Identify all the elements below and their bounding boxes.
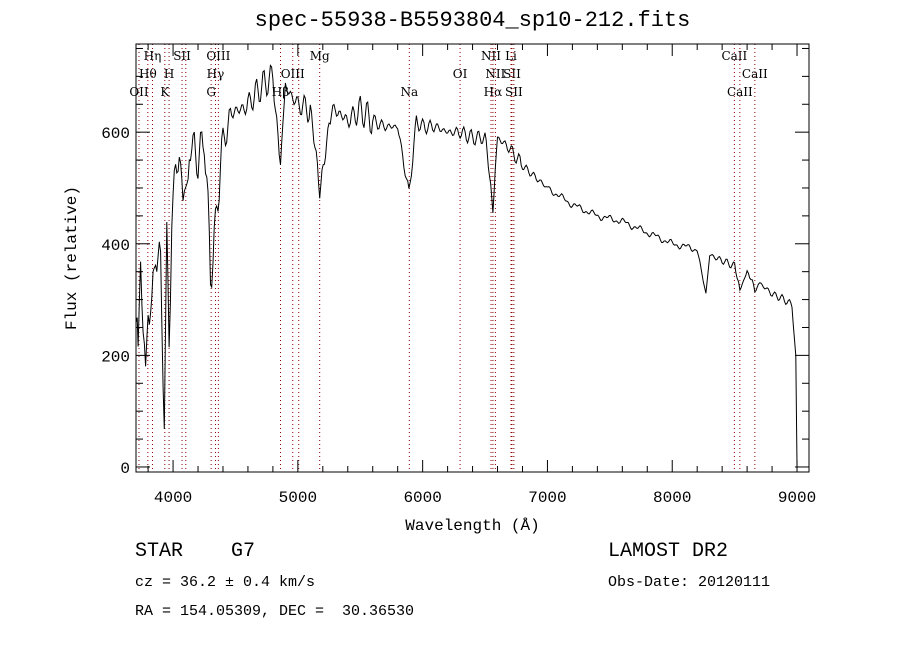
line-label: G <box>206 85 216 99</box>
line-label: Na <box>400 85 418 99</box>
x-tick-label: 6000 <box>403 489 441 507</box>
line-label: CaII <box>721 49 747 63</box>
line-label: CaII <box>727 85 753 99</box>
x-tick-label: 9000 <box>778 489 816 507</box>
line-label: Hη <box>144 49 162 63</box>
line-label: H <box>164 67 174 81</box>
line-label: OII <box>129 85 149 99</box>
line-label: Li <box>505 49 517 63</box>
chart-title: spec-55938-B5593804_sp10-212.fits <box>254 8 691 33</box>
y-tick-label: 400 <box>101 237 130 255</box>
line-label: Mg <box>310 49 330 63</box>
line-label: NII <box>485 67 505 81</box>
line-label: Hγ <box>207 67 225 81</box>
line-label: SII <box>503 67 521 81</box>
line-label: NII <box>481 49 501 63</box>
line-label: OIII <box>206 49 230 63</box>
x-tick-label: 8000 <box>653 489 691 507</box>
y-tick-label: 600 <box>101 125 130 143</box>
obs-date: Obs-Date: 20120111 <box>608 574 771 591</box>
survey-name: LAMOST DR2 <box>608 540 729 563</box>
y-tick-label: 200 <box>101 348 130 366</box>
x-tick-label: 4000 <box>154 489 192 507</box>
line-label: Hα <box>484 85 503 99</box>
redshift-cz: cz = 36.2 ± 0.4 km/s <box>135 574 316 591</box>
line-label: SII <box>505 85 523 99</box>
line-label: OIII <box>281 67 305 81</box>
x-tick-label: 5000 <box>279 489 317 507</box>
line-label: Hθ <box>139 67 157 81</box>
y-axis-label: Flux (relative) <box>63 186 81 330</box>
y-tick-label: 0 <box>120 460 130 478</box>
object-class: STAR G7 <box>135 540 256 563</box>
x-tick-label: 7000 <box>528 489 566 507</box>
coordinates: RA = 154.05309, DEC = 30.36530 <box>135 603 415 620</box>
line-label: K <box>160 85 170 99</box>
x-axis-label: Wavelength (Å) <box>405 517 539 535</box>
line-label: OI <box>453 67 468 81</box>
spectrum-line <box>135 64 798 467</box>
line-label: SII <box>173 49 191 63</box>
line-label: CaII <box>742 67 768 81</box>
